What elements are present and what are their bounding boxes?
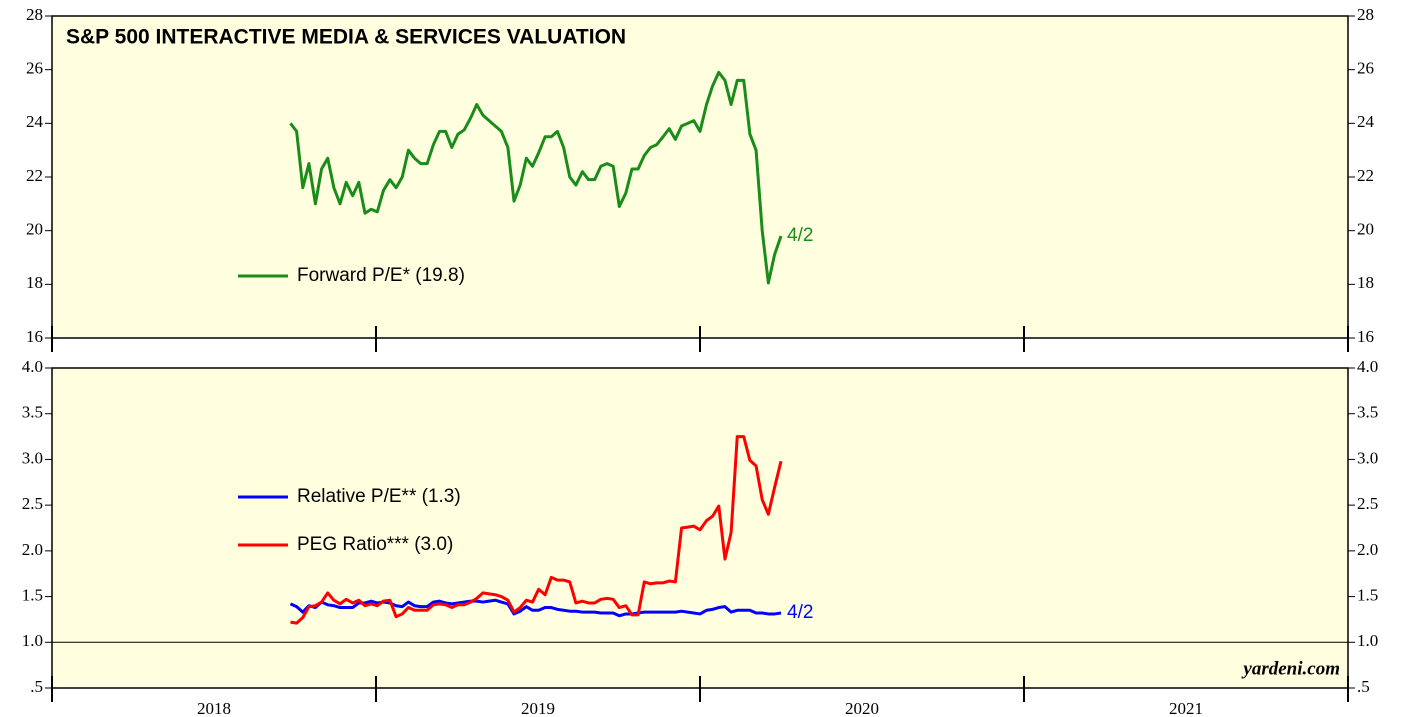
x-tick-label: 2018 [197,699,231,717]
y-tick-label: 3.5 [1357,403,1378,422]
series-line [290,435,783,625]
x-tick-label: 2021 [1169,699,1203,717]
y-tick-label: 16 [26,327,43,346]
y-tick-label: 28 [1357,5,1374,24]
y-tick-label: 20 [1357,220,1374,239]
y-tick-label: 3.0 [1357,448,1378,467]
y-tick-label: 24 [26,112,44,131]
legend-label: Relative P/E** (1.3) [297,486,461,507]
end-label: 4/2 [787,225,813,246]
y-tick-label: 1.0 [22,631,43,650]
series-line [289,70,783,285]
y-tick-label: .5 [30,677,43,696]
y-tick-label: 2.0 [1357,540,1378,559]
y-tick-label: 20 [26,220,43,239]
x-tick-label: 2019 [521,699,555,717]
series-line [289,598,782,618]
y-tick-label: 28 [26,5,43,24]
end-label: 4/2 [787,602,813,623]
y-tick-label: 1.5 [22,585,43,604]
source: yardeni.com [1241,658,1340,679]
plot-area [51,15,1349,339]
y-tick-label: 1.0 [1357,631,1378,650]
y-tick-label: 18 [26,273,43,292]
y-tick-label: 4.0 [1357,357,1378,376]
y-tick-label: 24 [1357,112,1375,131]
y-tick-label: 2.0 [22,540,43,559]
y-tick-label: 16 [1357,327,1374,346]
y-tick-label: 22 [1357,166,1374,185]
y-tick-label: 26 [1357,59,1374,78]
y-tick-label: .5 [1357,677,1370,696]
legend-label: PEG Ratio*** (3.0) [297,534,453,555]
y-tick-label: 26 [26,59,43,78]
chart-title: S&P 500 INTERACTIVE MEDIA & SERVICES VAL… [66,26,626,49]
x-tick-label: 2020 [845,699,879,717]
y-tick-label: 3.5 [22,403,43,422]
legend-label: Forward P/E* (19.8) [297,265,465,286]
y-tick-label: 2.5 [22,494,43,513]
y-tick-label: 3.0 [22,448,43,467]
y-tick-label: 4.0 [22,357,43,376]
y-tick-label: 2.5 [1357,494,1378,513]
y-tick-label: 18 [1357,273,1374,292]
y-tick-label: 1.5 [1357,585,1378,604]
y-tick-label: 22 [26,166,43,185]
